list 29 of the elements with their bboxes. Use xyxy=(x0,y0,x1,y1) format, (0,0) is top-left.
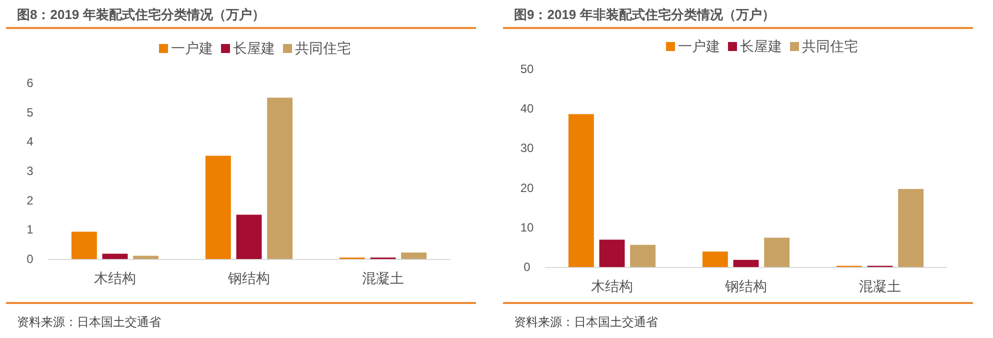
x-tick-label: 混凝土 xyxy=(362,270,404,286)
text: 资料来源：日本国土交通省 xyxy=(17,315,161,329)
legend-label: 共同住宅 xyxy=(802,38,858,54)
text: 资料来源：日本国土交通省 xyxy=(514,315,658,329)
legend-label: 长屋建 xyxy=(233,40,275,56)
y-tick-label: 10 xyxy=(520,220,534,234)
legend-label: 长屋建 xyxy=(740,38,782,54)
y-tick-label: 40 xyxy=(520,102,534,116)
y-tick-label: 6 xyxy=(26,76,34,90)
y-tick-label: 20 xyxy=(520,180,534,195)
y-tick-label: 0 xyxy=(524,260,531,274)
y-tick-label: 50 xyxy=(520,62,534,76)
x-tick-label: 木结构 xyxy=(94,270,136,286)
y-tick-label: 3 xyxy=(26,164,34,178)
x-tick-label: 钢结构 xyxy=(724,278,767,294)
x-tick-label: 钢结构 xyxy=(227,270,270,286)
legend-label: 一户建 xyxy=(171,40,213,56)
x-tick-label: 木结构 xyxy=(591,278,633,294)
legend-label: 一户建 xyxy=(678,38,720,54)
y-tick-label: 30 xyxy=(520,141,534,156)
y-tick-label: 4 xyxy=(26,134,34,149)
y-tick-label: 1 xyxy=(26,222,34,237)
chart-title: 图8：2019 年装配式住宅分类情况（万户） xyxy=(17,7,265,22)
y-tick-label: 5 xyxy=(26,105,34,120)
x-tick-label: 混凝土 xyxy=(859,278,901,294)
legend-label: 共同住宅 xyxy=(295,40,351,56)
y-tick-label: 0 xyxy=(26,252,34,266)
chart-title: 图9：2019 年非装配式住宅分类情况（万户） xyxy=(514,7,775,22)
y-tick-label: 2 xyxy=(26,193,34,208)
